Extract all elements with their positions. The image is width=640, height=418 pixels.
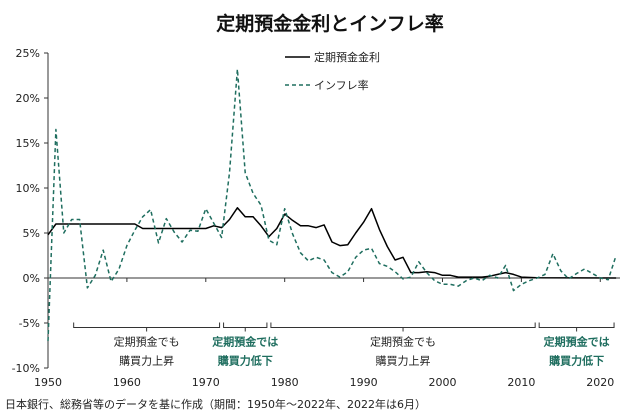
x-tick-label: 2000: [428, 376, 456, 389]
y-tick-label: 15%: [16, 137, 40, 150]
y-tick-label: 25%: [16, 47, 40, 60]
y-tick-label: -10%: [12, 362, 40, 375]
plot-series: [47, 68, 617, 342]
y-tick-label: 0%: [23, 272, 40, 285]
x-tick-label: 1970: [192, 376, 220, 389]
period-label: 定期預金では: [544, 335, 610, 349]
y-tick-label: 5%: [23, 227, 40, 240]
period-bracket: [270, 322, 536, 328]
x-tick-label: 1950: [34, 376, 62, 389]
source-note: 日本銀行、総務省等のデータを基に作成（期間：1950年～2022年、2022年は…: [5, 397, 426, 411]
period-bracket: [223, 322, 268, 328]
period-label: 定期預金でも: [114, 335, 180, 349]
period-label: 購買力低下: [217, 354, 273, 368]
legend-label-deposit: 定期預金金利: [314, 50, 380, 64]
x-tick-label: 1980: [271, 376, 299, 389]
x-axis: 1950 1960 1970 1980 1990 2000 2010 2020: [34, 277, 620, 389]
y-tick-label: 10%: [16, 182, 40, 195]
legend: 定期預金金利 インフレ率: [285, 50, 380, 92]
series-line-deposit-rate: [47, 207, 617, 279]
x-tick-label: 1990: [350, 376, 378, 389]
y-tick-label: -5%: [19, 317, 40, 330]
period-label: 定期預金では: [212, 335, 278, 349]
y-axis: -10% -5% 0% 5% 10% 15% 20% 25%: [12, 47, 49, 375]
y-tick-label: 20%: [16, 92, 40, 105]
x-tick-label: 2020: [586, 376, 614, 389]
period-label: 定期預金でも: [370, 335, 436, 349]
period-label: 購買力上昇: [376, 354, 431, 368]
x-tick-label: 1960: [113, 376, 141, 389]
legend-label-inflation: インフレ率: [314, 78, 369, 92]
period-bracket: [538, 322, 615, 328]
period-bracket: [73, 322, 221, 328]
period-annotations: 定期預金でも購買力上昇定期預金では購買力低下定期預金でも購買力上昇定期預金では購…: [73, 322, 615, 368]
chart-title: 定期預金金利とインフレ率: [216, 12, 443, 35]
period-label: 購買力低下: [548, 354, 604, 368]
x-tick-label: 2010: [507, 376, 535, 389]
series-line-inflation-rate: [47, 68, 617, 342]
period-label: 購買力上昇: [119, 354, 174, 368]
